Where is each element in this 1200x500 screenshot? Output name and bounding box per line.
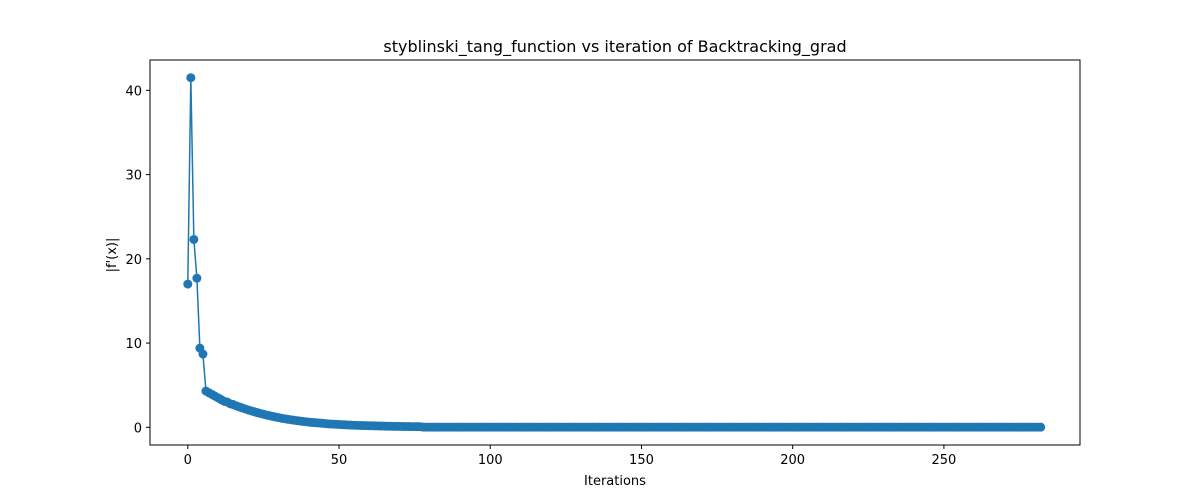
y-tick-label: 10 [125, 337, 142, 352]
y-tick-label: 20 [125, 253, 142, 268]
y-axis-label: |f'(x)| [105, 238, 120, 273]
y-tick-label: 40 [125, 84, 142, 99]
series-line-group [183, 73, 1046, 432]
data-point [189, 234, 199, 244]
data-point [198, 349, 208, 359]
ticks: 0 50 100 150 200 250 0 10 20 30 40 [125, 84, 956, 468]
x-tick-label: 200 [780, 453, 805, 468]
y-tick-label: 30 [125, 169, 142, 184]
data-point [186, 73, 196, 83]
x-tick-label: 0 [184, 453, 192, 468]
chart-title: styblinski_tang_function vs iteration of… [383, 37, 846, 57]
x-axis-label: Iterations [584, 474, 646, 489]
x-tick-label: 150 [629, 453, 654, 468]
plot-frame [149, 59, 1081, 446]
data-point [183, 279, 193, 289]
x-tick-label: 100 [478, 453, 503, 468]
axes [149, 59, 1081, 446]
x-tick-label: 250 [931, 453, 956, 468]
data-point [1036, 422, 1046, 432]
y-tick-label: 0 [134, 421, 142, 436]
data-point [192, 273, 202, 283]
x-tick-label: 50 [331, 453, 348, 468]
